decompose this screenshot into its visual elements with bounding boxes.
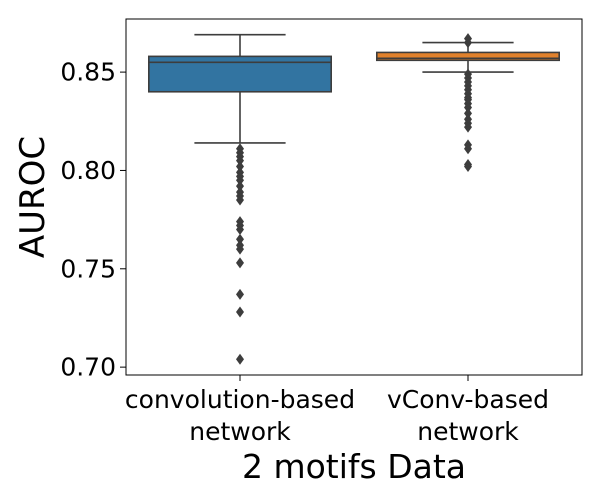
outlier-point — [464, 37, 472, 49]
x-axis: convolution-based network vConv-based netwo… — [125, 375, 549, 446]
y-axis-title: AUROC — [13, 136, 53, 258]
outlier-point — [464, 161, 472, 173]
outlier-point — [236, 353, 244, 365]
y-axis: 0.70 0.75 0.80 0.85 — [60, 58, 126, 382]
box — [375, 51, 560, 62]
x-tick-label: network — [417, 417, 519, 446]
outlier-point — [236, 155, 244, 167]
x-tick-label: vConv-based — [387, 385, 549, 414]
outlier-point — [236, 257, 244, 269]
outlier-point — [236, 288, 244, 300]
y-tick-label: 0.70 — [60, 353, 116, 382]
y-tick-label: 0.75 — [60, 254, 116, 283]
outlier-point — [236, 194, 244, 206]
x-tick-label: network — [189, 417, 291, 446]
y-tick-label: 0.80 — [60, 156, 116, 185]
outlier-point — [464, 143, 472, 155]
plot-frame — [125, 18, 583, 376]
outlier-point — [236, 161, 244, 173]
outlier-point — [236, 233, 244, 245]
box-series — [375, 33, 560, 173]
outlier-point — [464, 121, 472, 133]
outlier-point — [236, 306, 244, 318]
outlier-point — [464, 107, 472, 119]
x-axis-title: 2 motifs Data — [242, 447, 466, 486]
y-tick-label: 0.85 — [60, 58, 116, 87]
outlier-point — [236, 174, 244, 186]
box-series-group — [148, 33, 560, 365]
outlier-point — [236, 180, 244, 192]
outlier-point — [464, 102, 472, 114]
outlier-point — [236, 223, 244, 235]
x-tick-label: convolution-based — [125, 385, 355, 414]
outlier-point — [236, 243, 244, 255]
box-series — [148, 33, 332, 365]
